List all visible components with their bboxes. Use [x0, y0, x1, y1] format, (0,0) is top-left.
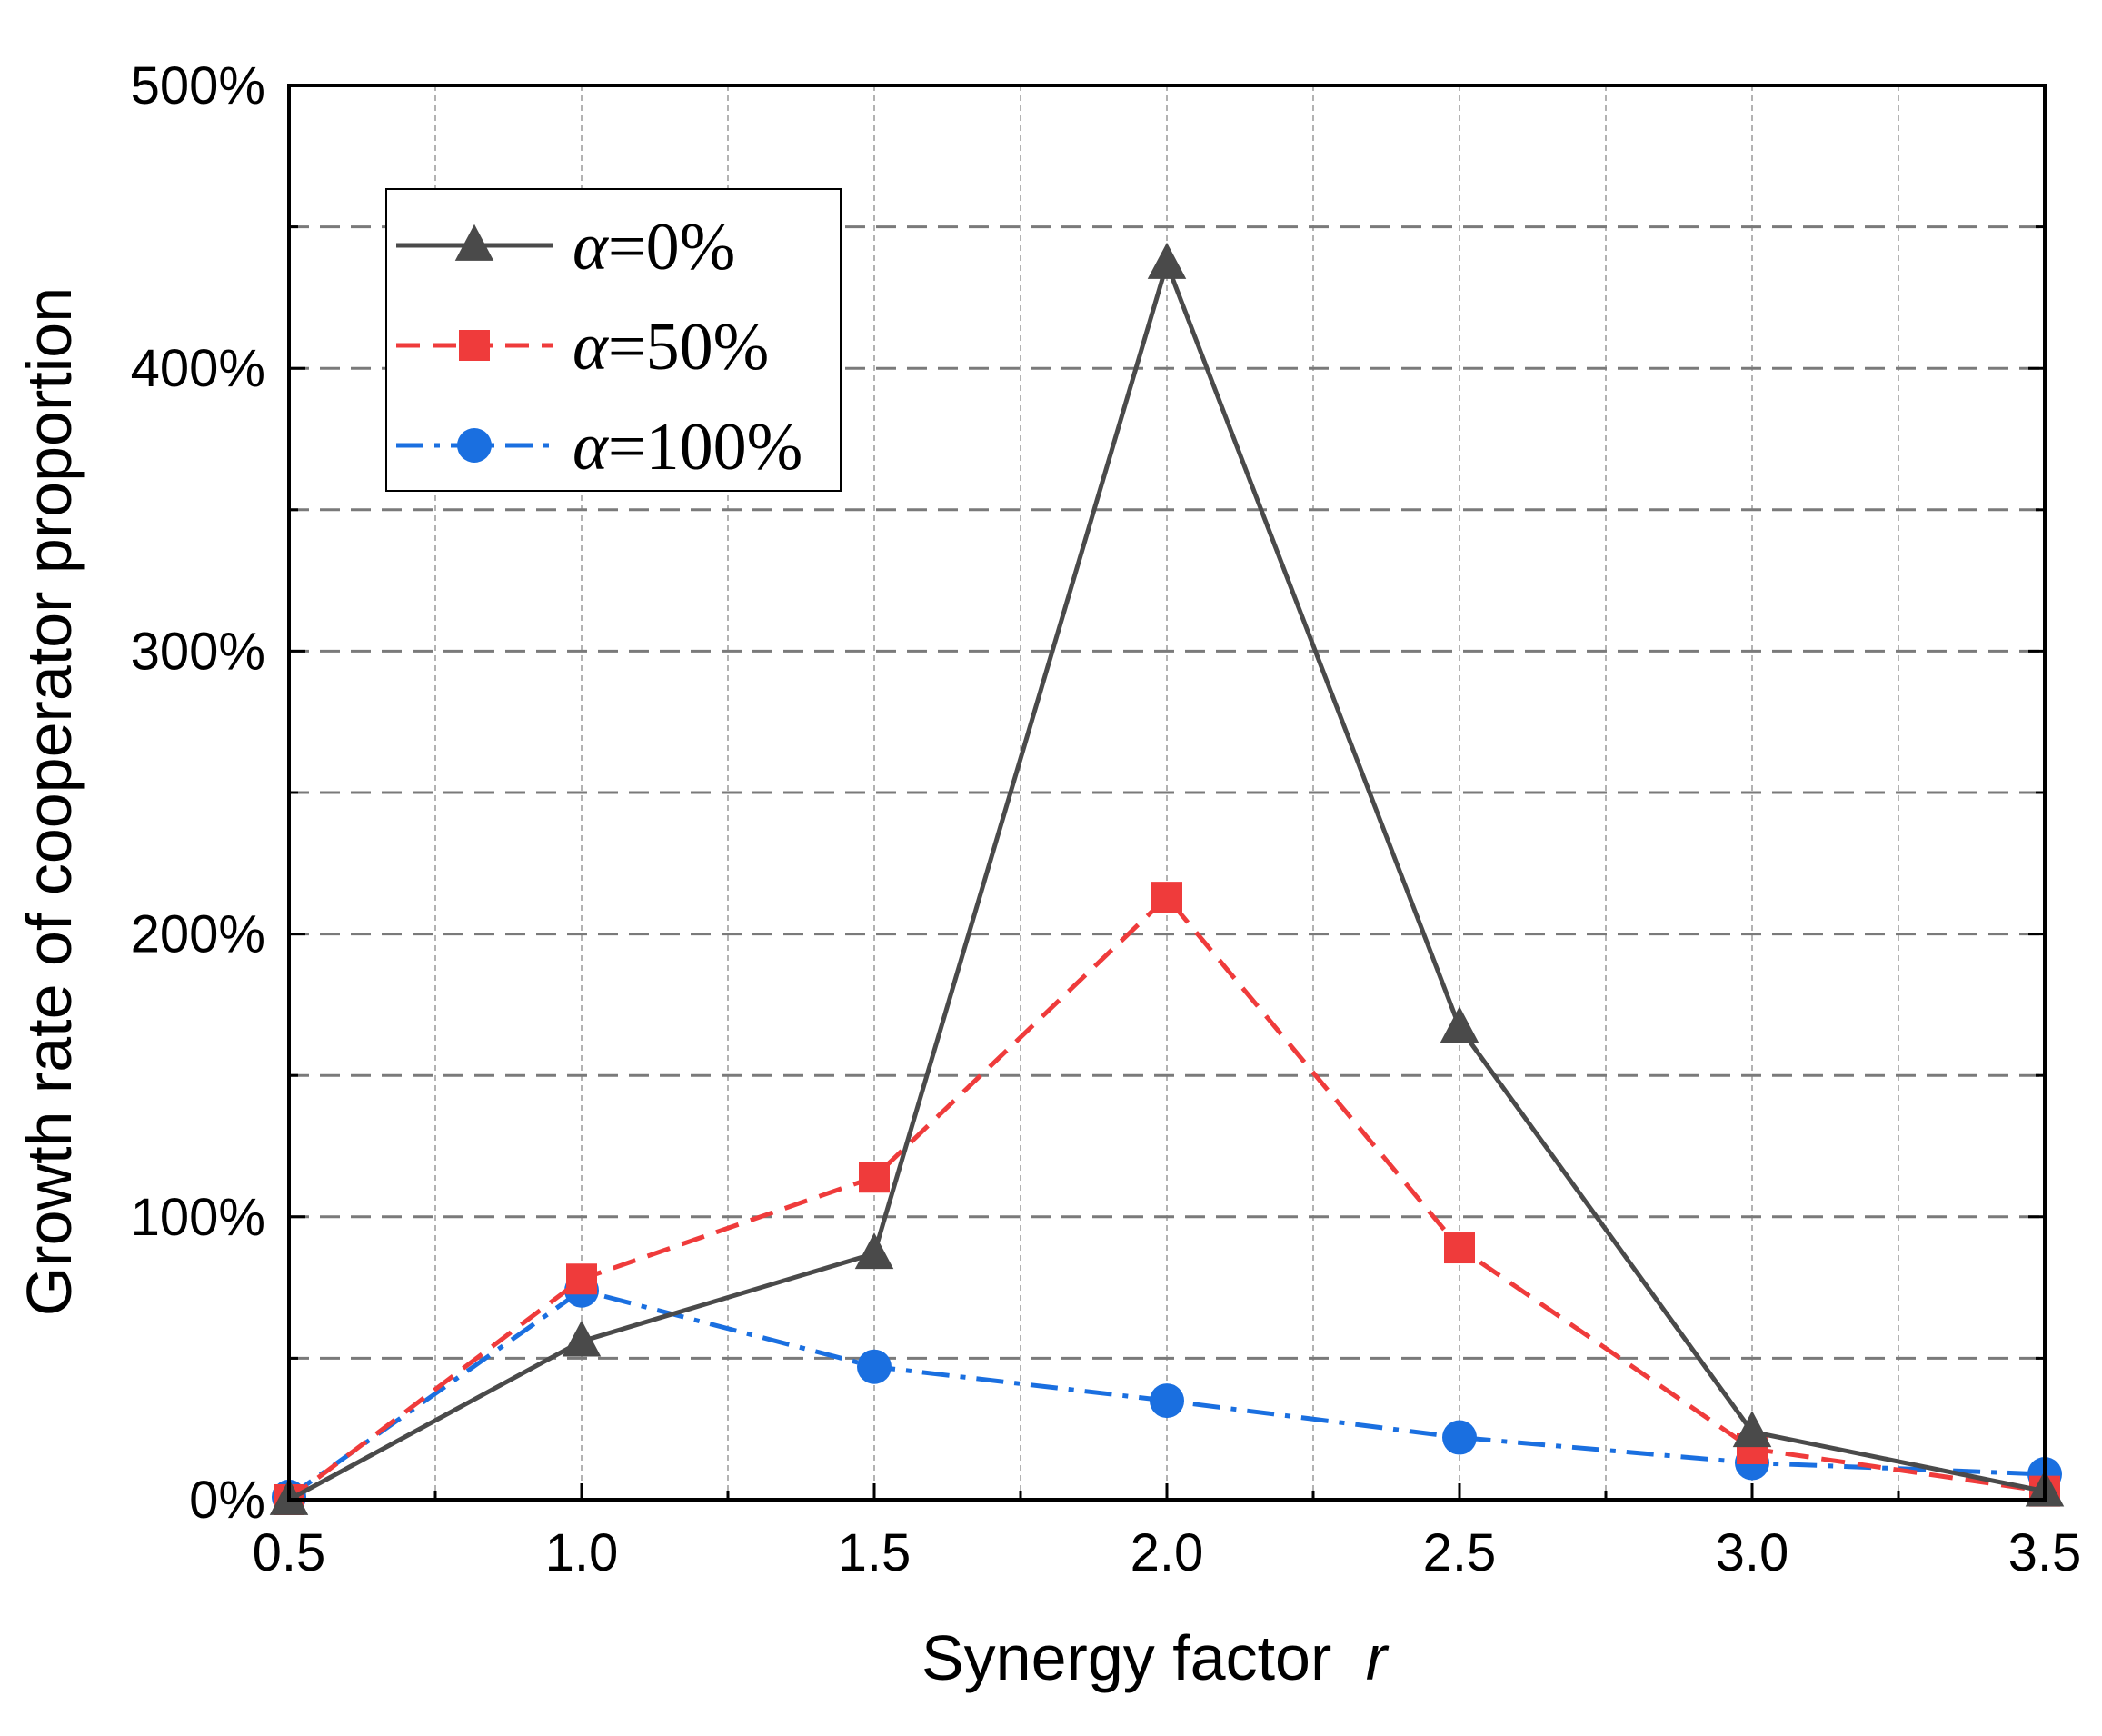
square-marker	[566, 1263, 597, 1295]
x-axis-title-text: Synergy factor	[921, 1622, 1331, 1693]
square-marker	[459, 330, 490, 361]
circle-marker	[457, 428, 492, 463]
legend-entry: α=50%	[396, 310, 769, 384]
legend-label: α=100%	[573, 410, 802, 484]
x-tick-label: 2.5	[1423, 1523, 1497, 1582]
grid-lines	[289, 85, 2045, 1500]
legend-entry: α=100%	[396, 410, 802, 484]
legend-label: α=0%	[573, 210, 735, 284]
x-tick-label: 1.0	[545, 1523, 619, 1582]
triangle-marker	[1732, 1411, 1772, 1448]
square-marker	[1151, 882, 1182, 913]
legend-entry: α=0%	[396, 210, 735, 284]
x-tick-label: 0.5	[253, 1523, 326, 1582]
y-tick-label: 100%	[131, 1188, 265, 1247]
square-marker	[859, 1162, 890, 1193]
legend-alpha-symbol: α	[573, 410, 610, 484]
y-tick-label: 400%	[131, 339, 265, 398]
triangle-marker	[854, 1232, 894, 1270]
circle-marker	[1150, 1383, 1184, 1419]
legend-alpha-value: =0%	[608, 210, 735, 284]
triangle-marker	[1440, 1006, 1479, 1043]
circle-marker	[1442, 1420, 1477, 1455]
axis-ticks	[289, 225, 2045, 1500]
y-tick-label: 500%	[131, 56, 265, 115]
triangle-marker	[1147, 242, 1187, 279]
legend-alpha-symbol: α	[573, 210, 610, 284]
x-tick-label: 1.5	[838, 1523, 912, 1582]
legend-alpha-symbol: α	[573, 310, 610, 384]
square-marker	[1444, 1232, 1475, 1264]
legend-label: α=50%	[573, 310, 769, 384]
x-tick-label: 3.5	[2008, 1523, 2082, 1582]
legend-alpha-value: =50%	[608, 310, 769, 384]
triangle-marker	[454, 224, 494, 261]
tick-labels: 0.5 1.0 1.5 2.0 2.5 3.0 3.5 0% 100% 200% 300% 400% 5…	[131, 56, 2082, 1582]
y-axis-title: Growth rate of cooperator proportion	[14, 287, 85, 1316]
series-triangle	[269, 242, 2065, 1515]
y-tick-label: 300%	[131, 622, 265, 681]
x-axis-title: Synergy factor r	[921, 1622, 1390, 1693]
x-tick-label: 2.0	[1131, 1523, 1204, 1582]
x-tick-label: 3.0	[1716, 1523, 1789, 1582]
y-tick-label: 0%	[189, 1471, 265, 1530]
legend: α=0%α=50%α=100%	[385, 188, 842, 492]
y-tick-label: 200%	[131, 905, 265, 964]
legend-alpha-value: =100%	[608, 410, 802, 484]
circle-marker	[857, 1349, 892, 1384]
triangle-marker	[562, 1320, 602, 1357]
x-axis-variable: r	[1366, 1622, 1390, 1693]
